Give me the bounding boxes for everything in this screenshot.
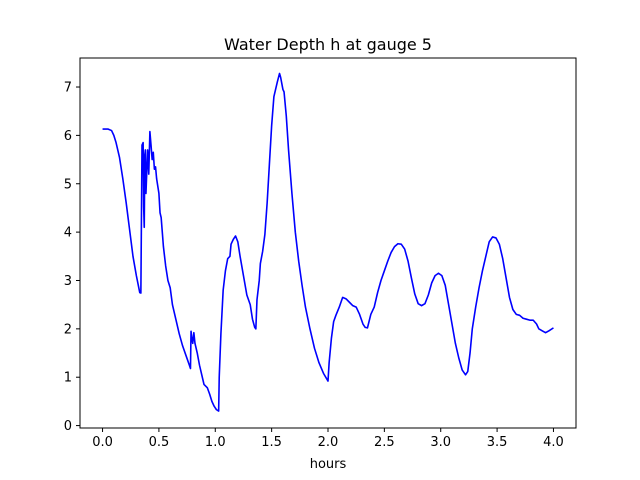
y-tick-label: 1 bbox=[64, 371, 72, 386]
y-axis-ticks: 0 1 2 3 4 5 6 7 bbox=[64, 81, 80, 434]
x-tick-label: 3.5 bbox=[487, 435, 508, 450]
y-tick-label: 6 bbox=[64, 129, 72, 144]
x-tick-label: 2.0 bbox=[318, 435, 339, 450]
x-tick-label: 1.0 bbox=[205, 435, 226, 450]
y-tick-label: 4 bbox=[64, 226, 72, 241]
series-line-1 bbox=[102, 72, 554, 412]
x-axis-label: hours bbox=[310, 457, 347, 472]
x-tick-label: 4.0 bbox=[543, 435, 564, 450]
axes-frame bbox=[79, 57, 577, 429]
plot-area bbox=[102, 72, 554, 412]
x-axis-ticks: 0.0 0.5 1.0 1.5 2.0 2.5 3.0 3.5 4.0 bbox=[92, 428, 564, 450]
y-tick-label: 5 bbox=[64, 177, 72, 192]
y-tick-label: 0 bbox=[64, 419, 72, 434]
x-tick-label: 0.5 bbox=[149, 435, 170, 450]
chart-title: Water Depth h at gauge 5 bbox=[224, 35, 432, 54]
y-tick-label: 2 bbox=[64, 322, 72, 337]
x-tick-label: 3.0 bbox=[430, 435, 451, 450]
y-tick-label: 3 bbox=[64, 274, 72, 289]
x-tick-label: 0.0 bbox=[92, 435, 113, 450]
x-tick-label: 1.5 bbox=[261, 435, 282, 450]
x-tick-label: 2.5 bbox=[374, 435, 395, 450]
y-tick-label: 7 bbox=[64, 81, 72, 96]
